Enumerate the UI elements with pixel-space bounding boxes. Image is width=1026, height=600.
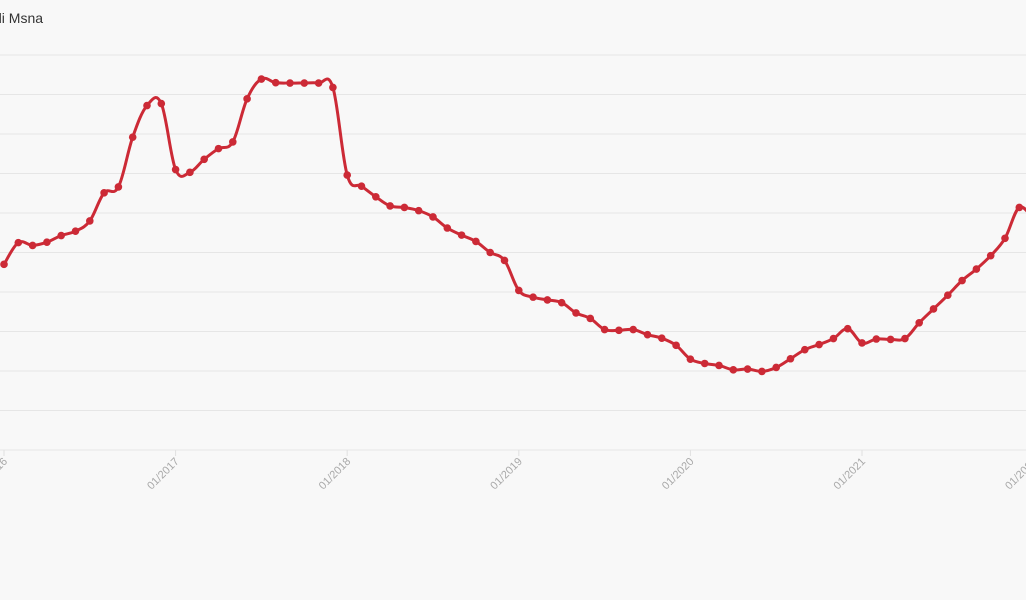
x-tick-label: 01/2016	[0, 456, 10, 493]
series-line	[2, 76, 1026, 373]
data-point[interactable]	[901, 334, 909, 343]
x-tick-label: 01/2020	[660, 456, 697, 493]
data-point[interactable]	[400, 203, 409, 212]
data-point[interactable]	[314, 79, 323, 87]
data-point[interactable]	[686, 355, 695, 363]
data-point[interactable]	[414, 206, 423, 215]
data-point[interactable]	[257, 75, 266, 83]
data-point[interactable]	[372, 193, 380, 201]
x-tick-label: 01/2022	[1003, 456, 1026, 493]
data-point[interactable]	[915, 319, 923, 327]
data-point[interactable]	[629, 325, 637, 334]
data-point[interactable]	[343, 171, 352, 179]
data-point[interactable]	[71, 227, 80, 235]
data-point[interactable]	[28, 241, 37, 250]
data-point[interactable]	[986, 251, 995, 260]
data-point[interactable]	[171, 165, 180, 174]
data-point[interactable]	[557, 298, 566, 307]
data-point[interactable]	[743, 365, 752, 373]
data-point[interactable]	[515, 286, 523, 295]
data-point[interactable]	[200, 155, 208, 164]
data-point[interactable]	[157, 99, 166, 108]
data-point[interactable]	[972, 265, 981, 273]
data-point[interactable]	[14, 238, 23, 247]
x-tick-label: 01/2018	[317, 456, 354, 493]
data-point[interactable]	[0, 260, 8, 269]
data-point[interactable]	[958, 276, 966, 285]
data-point[interactable]	[357, 182, 366, 190]
data-point[interactable]	[872, 335, 881, 343]
data-point[interactable]	[586, 314, 595, 323]
data-point[interactable]	[886, 335, 895, 344]
x-axis-ticks: 01/2016 01/2017 01/2018 01/2019 01/2020 01/20…	[0, 450, 1026, 492]
data-point[interactable]	[286, 79, 294, 87]
data-point[interactable]	[300, 79, 309, 87]
data-point[interactable]	[858, 339, 866, 347]
data-point[interactable]	[57, 231, 65, 240]
data-point[interactable]	[801, 345, 809, 354]
data-point[interactable]	[772, 363, 780, 372]
data-point[interactable]	[214, 144, 223, 153]
legend-label: di Msna	[0, 10, 44, 26]
data-point[interactable]	[643, 330, 652, 339]
data-point[interactable]	[1001, 234, 1009, 243]
data-point[interactable]	[100, 189, 108, 197]
data-point[interactable]	[329, 83, 337, 92]
data-point[interactable]	[829, 334, 838, 343]
data-point[interactable]	[929, 305, 938, 313]
data-point[interactable]	[715, 361, 723, 370]
grid-lines	[0, 54, 1026, 451]
data-point[interactable]	[572, 309, 580, 317]
data-point[interactable]	[786, 354, 795, 363]
data-point[interactable]	[186, 168, 194, 177]
data-point[interactable]	[486, 248, 495, 257]
data-point[interactable]	[243, 95, 251, 103]
data-point[interactable]	[1015, 203, 1024, 212]
data-point[interactable]	[143, 101, 151, 110]
data-point[interactable]	[529, 293, 537, 301]
data-point[interactable]	[457, 231, 466, 239]
x-tick-label: 01/2019	[488, 456, 525, 493]
data-point[interactable]	[86, 217, 94, 225]
data-point[interactable]	[543, 296, 552, 304]
data-point[interactable]	[443, 224, 452, 232]
data-point[interactable]	[114, 183, 123, 191]
data-point[interactable]	[729, 366, 738, 374]
data-point[interactable]	[700, 359, 709, 368]
data-point[interactable]	[229, 138, 237, 146]
data-point[interactable]	[615, 326, 623, 335]
x-tick-label: 01/2017	[145, 456, 182, 493]
data-point[interactable]	[500, 256, 509, 265]
data-point[interactable]	[758, 367, 766, 376]
data-point[interactable]	[843, 324, 852, 333]
data-point[interactable]	[43, 238, 51, 247]
data-point[interactable]	[386, 202, 394, 210]
data-point[interactable]	[672, 341, 680, 350]
data-point[interactable]	[472, 237, 480, 246]
data-point[interactable]	[658, 334, 666, 343]
data-point[interactable]	[815, 340, 823, 349]
data-point[interactable]	[944, 291, 952, 299]
data-point[interactable]	[600, 325, 609, 334]
data-point[interactable]	[128, 133, 137, 141]
data-point[interactable]	[429, 213, 437, 221]
series-points	[0, 75, 1024, 376]
data-point[interactable]	[271, 78, 280, 87]
x-tick-label: 01/2021	[832, 456, 869, 493]
